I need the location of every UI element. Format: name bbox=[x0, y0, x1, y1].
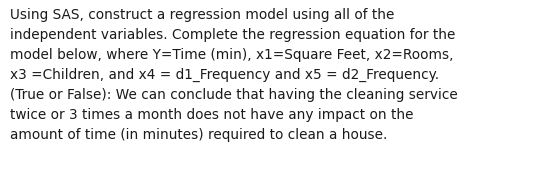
Text: Using SAS, construct a regression model using all of the
independent variables. : Using SAS, construct a regression model … bbox=[10, 8, 458, 142]
